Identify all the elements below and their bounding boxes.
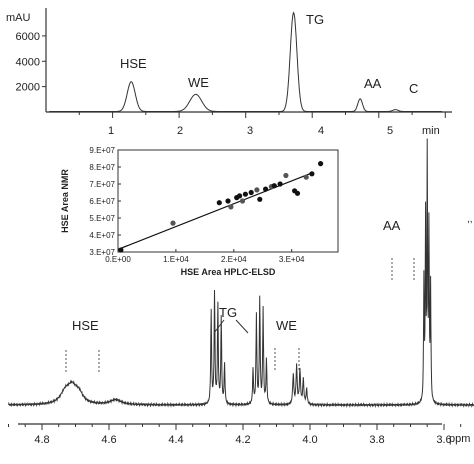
inset-point bbox=[294, 190, 301, 196]
hplc-x-tick-5: 5 bbox=[387, 125, 393, 137]
nmr-x-tick-4-4: 4.4 bbox=[168, 434, 183, 446]
hplc-x-ticks bbox=[78, 112, 446, 118]
inset-y-tick-label: 6.E+07 bbox=[89, 197, 115, 206]
inset-scatter: 3.E+07 4.E+07 5.E+07 6.E+07 7.E+07 8.E+07 9.E+… bbox=[60, 146, 339, 277]
hplc-y-tick-label: 2000 bbox=[16, 82, 40, 94]
inset-point bbox=[309, 171, 315, 177]
inset-point bbox=[228, 204, 234, 210]
nmr-x-tick-4-2: 4.2 bbox=[235, 434, 250, 446]
inset-x-tick-label: 0.E+00 bbox=[105, 255, 131, 264]
hplc-x-tick-1: 1 bbox=[108, 125, 114, 137]
inset-x-ticks: 0.E+00 1.E+04 2.E+04 3.E+04 bbox=[105, 249, 305, 264]
inset-y-tick-label: 4.E+07 bbox=[89, 231, 115, 240]
nmr-x-tick-4-6: 4.6 bbox=[101, 434, 116, 446]
inset-y-tick-label: 5.E+07 bbox=[89, 214, 115, 223]
nmr-label-aa: AA bbox=[383, 218, 401, 233]
inset-y-tick-label: 3.E+07 bbox=[89, 248, 115, 257]
inset-point bbox=[225, 198, 231, 204]
inset-y-tick-label: 9.E+07 bbox=[89, 146, 115, 155]
peak-label-hse: HSE bbox=[120, 56, 147, 71]
inset-x-tick-label: 1.E+04 bbox=[163, 255, 189, 264]
inset-point bbox=[277, 181, 283, 187]
hplc-chromatogram: 2000 4000 6000 mAU 1 2 3 4 5 min HSE WE TG… bbox=[6, 8, 452, 137]
inset-point bbox=[242, 191, 248, 197]
peak-label-we: WE bbox=[188, 75, 209, 90]
inset-points bbox=[118, 161, 324, 253]
hplc-y-tick-label: 6000 bbox=[16, 31, 40, 43]
inset-point bbox=[263, 186, 269, 192]
stray-mark: ,, bbox=[467, 214, 473, 225]
tg-bracket-right bbox=[235, 319, 249, 334]
inset-point bbox=[248, 189, 254, 196]
nmr-label-we: WE bbox=[276, 318, 297, 333]
hplc-y-unit: mAU bbox=[6, 12, 31, 24]
nmr-x-tick-4-0: 4.0 bbox=[302, 434, 317, 446]
peak-label-c: C bbox=[409, 81, 418, 96]
hplc-x-tick-2: 2 bbox=[177, 125, 183, 137]
inset-point bbox=[239, 198, 246, 204]
nmr-x-tick-3-8: 3.8 bbox=[369, 434, 384, 446]
inset-y-tick-label: 7.E+07 bbox=[89, 180, 115, 189]
peak-label-tg: TG bbox=[306, 12, 324, 27]
nmr-trace bbox=[8, 138, 474, 409]
nmr-x-tick-4-8: 4.8 bbox=[34, 434, 49, 446]
nmr-label-tg: TG bbox=[219, 305, 237, 320]
inset-x-tick-label: 3.E+04 bbox=[279, 255, 305, 264]
inset-point bbox=[271, 183, 277, 189]
inset-point bbox=[283, 172, 289, 179]
inset-y-ticks: 3.E+07 4.E+07 5.E+07 6.E+07 7.E+07 8.E+07 9.E+… bbox=[89, 146, 121, 257]
inset-point bbox=[303, 174, 309, 180]
inset-point bbox=[237, 193, 243, 199]
nmr-spectrum: 4.8 4.6 4.4 4.2 4.0 3.8 3.6 ppm HSE TG W… bbox=[8, 138, 474, 446]
inset-point bbox=[216, 200, 222, 206]
inset-x-label: HSE Area HPLC-ELSD bbox=[181, 267, 276, 277]
inset-point bbox=[257, 196, 263, 202]
tg-bracket-left bbox=[213, 319, 225, 334]
hplc-y-ticks: 2000 4000 6000 bbox=[16, 31, 46, 94]
hplc-x-tick-4: 4 bbox=[318, 125, 324, 137]
nmr-x-unit: ppm bbox=[449, 433, 470, 445]
nmr-label-hse: HSE bbox=[72, 318, 99, 333]
inset-x-tick-label: 2.E+04 bbox=[221, 255, 247, 264]
nmr-x-ticks bbox=[8, 424, 462, 430]
inset-y-label: HSE Area NMR bbox=[60, 169, 70, 233]
hplc-trace bbox=[49, 11, 442, 112]
hplc-y-tick-label: 4000 bbox=[16, 56, 40, 68]
hplc-x-unit: min bbox=[422, 125, 440, 137]
nmr-x-tick-3-6: 3.6 bbox=[436, 434, 451, 446]
peak-label-aa: AA bbox=[364, 76, 382, 91]
inset-point bbox=[318, 161, 324, 167]
hplc-x-tick-3: 3 bbox=[247, 125, 253, 137]
inset-point bbox=[118, 247, 124, 253]
inset-point bbox=[254, 187, 260, 193]
inset-y-tick-label: 8.E+07 bbox=[89, 163, 115, 172]
inset-point bbox=[170, 220, 176, 226]
